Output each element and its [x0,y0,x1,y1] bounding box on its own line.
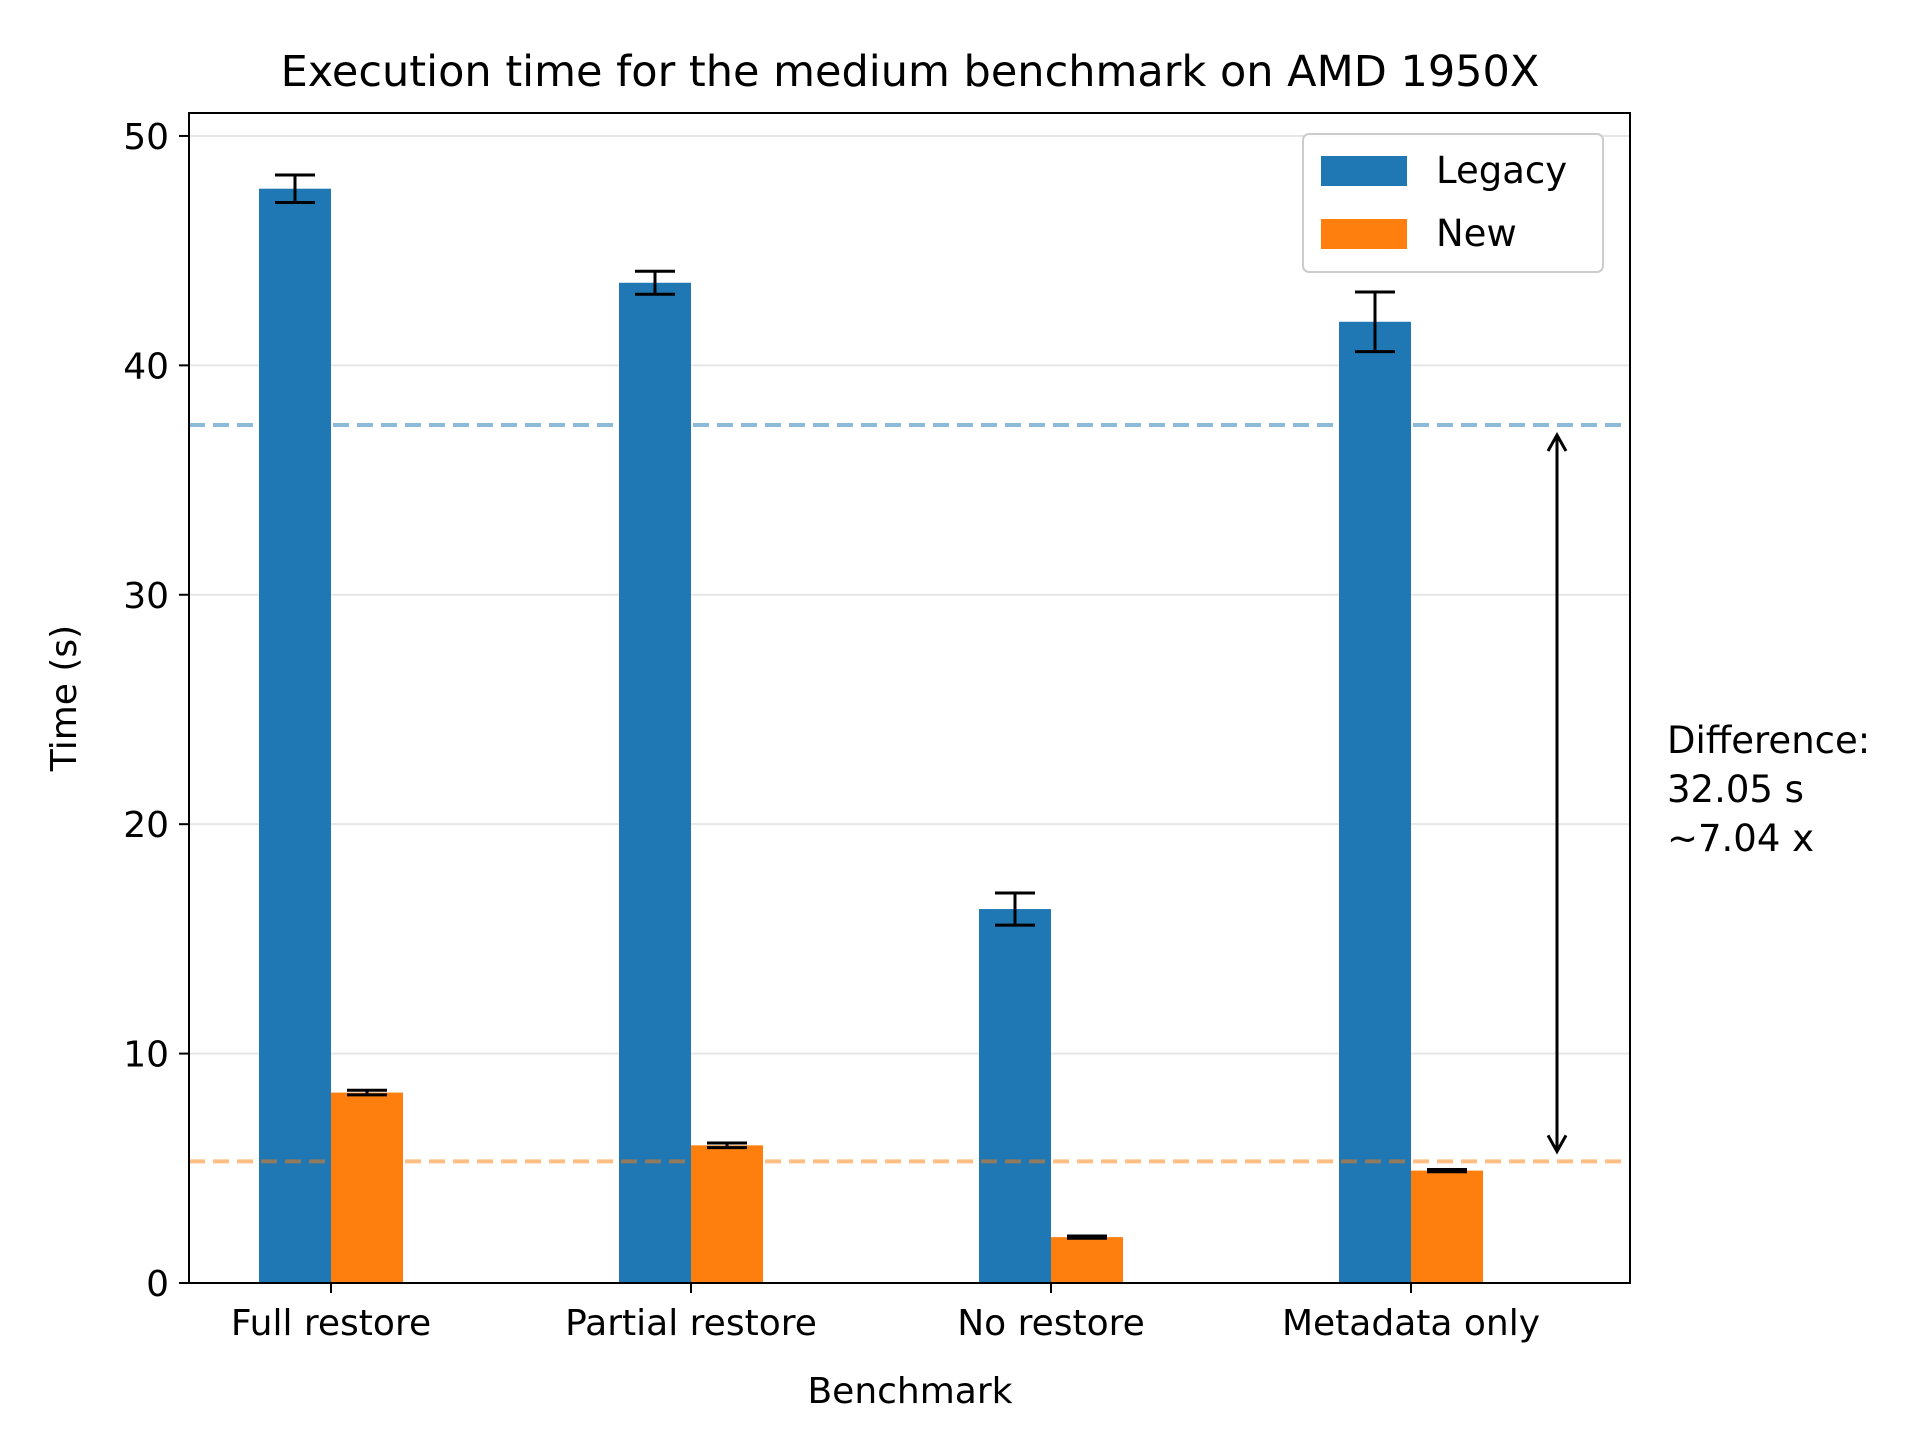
y-tick-label: 50 [123,117,169,158]
legend-label-new: New [1436,212,1517,255]
y-axis-label: Time (s) [44,625,85,772]
bar-new [691,1145,763,1283]
bar-legacy [619,282,691,1283]
bar-legacy [979,909,1051,1283]
y-tick-label: 40 [123,346,169,387]
ticks: 0 10 20 30 40 50 Full restore Partial restore No… [123,117,1540,1344]
annotation-line-1: Difference: [1667,719,1870,762]
annotation-line-3: ~7.04 x [1667,817,1814,860]
chart-title: Execution time for the medium benchmark … [281,47,1540,97]
legend-swatch-legacy [1321,156,1407,186]
arrow-head-top [1546,431,1568,452]
legend-swatch-new [1321,219,1407,249]
legend-label-legacy: Legacy [1436,149,1567,192]
error-bars [275,173,1467,1240]
y-tick-label: 20 [123,805,169,846]
mean-lines [189,423,1630,1164]
bar-legacy [1339,321,1411,1283]
x-tick-label: Metadata only [1282,1303,1540,1344]
bar-new [1051,1237,1123,1283]
bar-new [331,1092,403,1283]
bar-legacy [259,188,331,1283]
arrow-head-bottom [1546,1134,1568,1155]
legend: Legacy New [1302,133,1604,273]
x-tick-label: Full restore [231,1303,431,1344]
annotation-line-2: 32.05 s [1667,768,1804,811]
x-tick-label: Partial restore [565,1303,817,1344]
bar-new [1411,1170,1483,1283]
bars [259,188,1483,1283]
x-tick-label: No restore [957,1303,1145,1344]
x-axis-label: Benchmark [807,1371,1012,1412]
difference-arrow [1546,431,1568,1155]
y-tick-label: 30 [123,576,169,617]
y-tick-label: 0 [146,1264,169,1305]
y-tick-label: 10 [123,1035,169,1076]
plot-frame [188,112,1631,1284]
